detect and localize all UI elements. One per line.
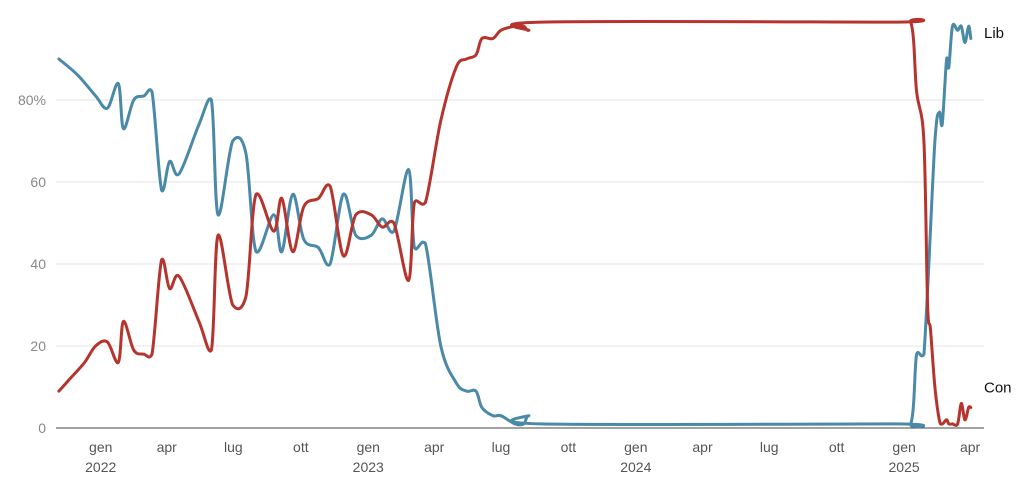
- grid-lines: [56, 99, 984, 429]
- series-lines: [57, 17, 973, 429]
- x-tick-label: gen: [89, 439, 112, 455]
- x-tick-label: gen: [892, 439, 915, 455]
- y-tick-label: 0: [38, 420, 46, 436]
- x-tick-label: lug: [224, 439, 243, 455]
- series-label-lib: Lib: [984, 25, 1004, 42]
- y-tick-label: 20: [30, 338, 46, 354]
- y-axis-tick-labels: 0 20 40 60 80%: [18, 92, 46, 436]
- x-tick-year-label: 2024: [620, 459, 651, 475]
- y-tick-label: 60: [30, 174, 46, 190]
- x-tick-label: apr: [692, 439, 713, 455]
- series-end-labels: Lib Con: [984, 25, 1012, 397]
- series-label-con: Con: [984, 380, 1012, 397]
- y-tick-label: 40: [30, 256, 46, 272]
- x-tick-label: gen: [357, 439, 380, 455]
- x-tick-year-label: 2022: [85, 459, 116, 475]
- x-tick-label: ott: [829, 439, 845, 455]
- x-tick-label: ott: [561, 439, 577, 455]
- x-tick-label: apr: [424, 439, 445, 455]
- x-tick-label: ott: [293, 439, 309, 455]
- x-tick-label: gen: [624, 439, 647, 455]
- y-tick-label: 80%: [18, 92, 46, 108]
- x-tick-label: apr: [960, 439, 981, 455]
- x-axis-tick-labels: gen 2022 apr lug ott gen 2023 apr lug ott gen 2024 a…: [85, 439, 980, 475]
- x-tick-label: lug: [760, 439, 779, 455]
- series-line-con: [57, 17, 973, 427]
- x-tick-year-label: 2025: [889, 459, 920, 475]
- x-tick-label: apr: [157, 439, 178, 455]
- series-line-lib: [57, 22, 973, 429]
- x-tick-year-label: 2023: [353, 459, 384, 475]
- x-tick-label: lug: [492, 439, 511, 455]
